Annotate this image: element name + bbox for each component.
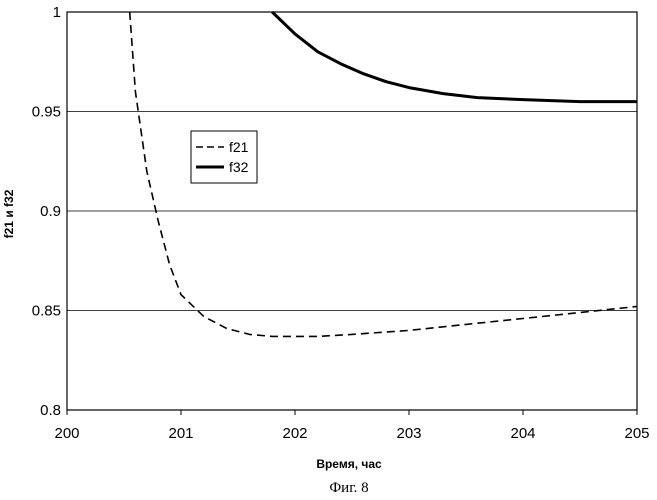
y-tick-label: 0.8: [40, 402, 61, 419]
figure-caption: Фиг. 8: [329, 480, 368, 496]
y-tick-label: 1: [53, 4, 61, 21]
tick-labels: 0.8 0.85 0.9 0.95 1 200 201 202 203 204 205: [32, 4, 650, 442]
series-line-f32: [272, 12, 637, 102]
legend-label-f32: f32: [229, 159, 249, 175]
x-axis-title: Время, час: [316, 457, 382, 471]
y-axis-title: f21 и f32: [2, 189, 16, 238]
x-tick-label: 204: [510, 425, 535, 442]
grid-lines: [67, 112, 637, 311]
y-tick-label: 0.85: [32, 303, 61, 320]
x-tick-label: 203: [396, 425, 421, 442]
y-tick-label: 0.95: [32, 104, 61, 121]
y-tick-label: 0.9: [40, 203, 61, 220]
x-tick-label: 201: [168, 425, 193, 442]
legend: f21 f32: [191, 131, 257, 183]
x-tick-label: 202: [282, 425, 307, 442]
x-tick-label: 200: [54, 425, 79, 442]
legend-label-f21: f21: [229, 139, 249, 155]
x-tick-label: 205: [624, 425, 649, 442]
